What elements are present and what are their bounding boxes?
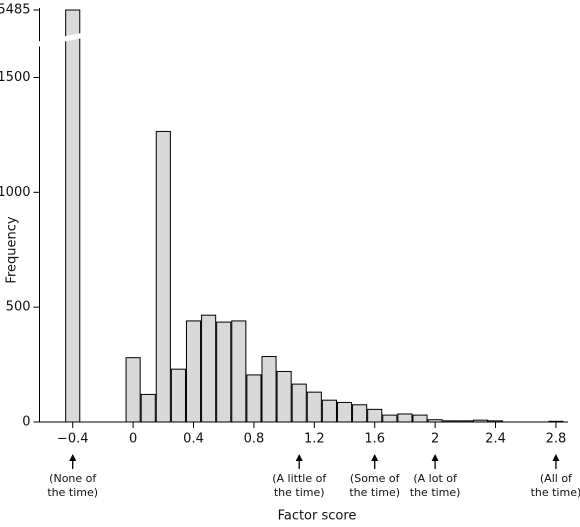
- annotation-arrowhead: [552, 454, 560, 461]
- x-tick-label: 0.8: [244, 432, 265, 447]
- bar: [155, 130, 171, 423]
- annotation: the time): [274, 486, 325, 499]
- annotation-arrowhead: [69, 454, 77, 461]
- y-tick-label: 1000: [0, 185, 31, 200]
- x-tick-label: 0.4: [183, 432, 204, 447]
- bar: [201, 314, 217, 423]
- y-tick-label: 5485: [0, 3, 31, 18]
- annotation: (A lot of: [413, 472, 458, 485]
- annotation-arrowhead: [431, 454, 439, 461]
- bar: [261, 356, 277, 423]
- annotation: the time): [47, 486, 98, 499]
- bar: [412, 414, 428, 423]
- bar: [397, 413, 413, 423]
- bar: [382, 414, 398, 423]
- y-tick-label: 0: [22, 415, 30, 430]
- bar: [336, 401, 353, 423]
- annotation: the time): [349, 486, 400, 499]
- annotation: (All of: [540, 472, 573, 485]
- annotation: (None of: [49, 472, 97, 485]
- bar: [352, 404, 368, 423]
- annotation-arrowhead: [371, 454, 379, 461]
- x-tick-label: 1.2: [304, 432, 325, 447]
- bar: [170, 368, 186, 423]
- bar: [276, 370, 292, 423]
- bar: [185, 320, 202, 423]
- bar: [65, 9, 81, 423]
- bar: [246, 374, 262, 423]
- annotation: (Some of: [350, 472, 401, 485]
- bar: [231, 320, 247, 423]
- y-tick-label: 1500: [0, 70, 31, 85]
- x-tick-label: 2: [431, 432, 439, 447]
- bar: [321, 399, 337, 423]
- annotation: the time): [410, 486, 461, 499]
- bar: [367, 408, 383, 423]
- bar: [140, 393, 156, 423]
- bar: [291, 383, 307, 423]
- bar: [306, 391, 322, 423]
- x-tick-label: −0.4: [57, 432, 89, 447]
- annotation-arrowhead: [295, 454, 303, 461]
- y-tick-label: 500: [6, 300, 31, 315]
- x-tick-label: 0: [129, 432, 137, 447]
- bar: [216, 321, 232, 423]
- x-tick-label: 1.6: [364, 432, 385, 447]
- x-axis-label: Factor score: [278, 509, 357, 524]
- y-axis-label: Frequency: [5, 216, 20, 283]
- x-tick-label: 2.4: [485, 432, 506, 447]
- annotation: the time): [531, 486, 580, 499]
- x-tick-label: 2.8: [546, 432, 567, 447]
- annotation: (A little of: [272, 472, 327, 485]
- bar: [125, 357, 141, 423]
- axis-break: [33, 32, 85, 48]
